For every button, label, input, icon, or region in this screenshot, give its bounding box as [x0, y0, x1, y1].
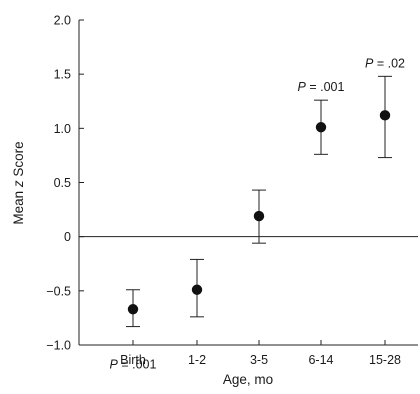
x-axis-title: Age, mo: [223, 372, 273, 387]
x-tick-label: 1-2: [188, 353, 206, 367]
p-value-annotation: P = .02: [365, 56, 405, 70]
x-tick-label: 6-14: [308, 353, 333, 367]
marks-layer: [126, 75, 392, 328]
y-tick-label: −0.5: [46, 284, 71, 298]
y-tick-label: 2.0: [54, 14, 71, 28]
y-tick-label: 0.5: [54, 176, 71, 190]
data-point: [315, 122, 327, 133]
data-point: [191, 284, 203, 295]
y-tick-label: 1.0: [54, 122, 71, 136]
p-value-annotation: P = .001: [110, 358, 157, 372]
y-axis-title: Mean z Score: [11, 141, 26, 224]
x-tick-label: 3-5: [250, 353, 268, 367]
p-value-annotation: P = .001: [298, 80, 345, 94]
x-tick-label: Birth: [120, 353, 146, 367]
data-point: [253, 210, 265, 222]
x-tick-label: 15-28: [369, 353, 401, 367]
y-tick-label: −1.0: [46, 339, 71, 353]
data-point: [379, 110, 391, 121]
labels-layer: −1.0 −0.5 0 0.5 1.0 1.5 2.0 Birth 1-2 3-5 6-14 15-2…: [11, 14, 405, 388]
y-tick-label: 0: [64, 230, 71, 244]
axes-layer: [78, 19, 418, 346]
data-point: [127, 304, 139, 315]
y-tick-label: 1.5: [54, 68, 71, 82]
